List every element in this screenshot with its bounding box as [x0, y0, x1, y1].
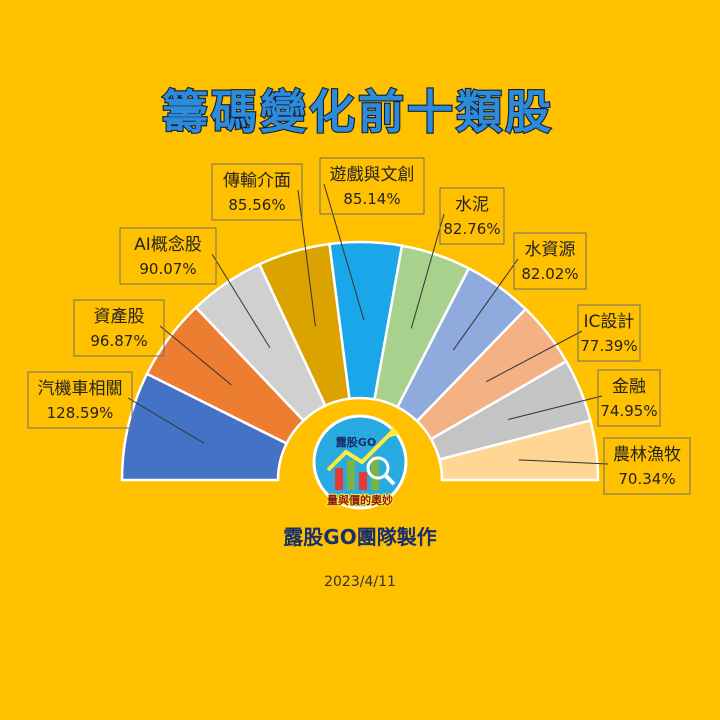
category-label-7: 水資源 — [525, 240, 576, 260]
data-label-box-2 — [73, 299, 165, 357]
value-label-3: 90.07% — [139, 260, 196, 278]
category-label-10: 農林漁牧 — [613, 445, 681, 465]
data-label-box-9 — [597, 369, 661, 427]
data-label-box-10 — [603, 437, 691, 495]
data-labels: 汽機車相關 128.59% 資產股 96.87% AI概念股 90.07% 傳輸介面 85.5… — [27, 157, 691, 495]
value-label-10: 70.34% — [618, 470, 675, 488]
value-label-1: 128.59% — [47, 404, 114, 422]
category-label-1: 汽機車相關 — [38, 379, 123, 399]
logo: 露股GO 量與價的奧妙 — [312, 414, 408, 510]
value-label-5: 85.14% — [343, 190, 400, 208]
data-label-box-1 — [27, 371, 133, 429]
value-label-2: 96.87% — [90, 332, 147, 350]
category-label-9: 金融 — [612, 377, 646, 397]
leader-line-1 — [127, 397, 205, 444]
team-credit: 露股GO團隊製作 — [283, 525, 436, 549]
chart-title: 籌碼變化前十類股 — [162, 85, 554, 139]
leader-line-3 — [211, 253, 271, 349]
logo-top-text: 露股GO — [336, 436, 376, 449]
leader-line-5 — [323, 183, 365, 321]
leader-line-4 — [297, 189, 316, 327]
data-label-box-8 — [577, 304, 641, 362]
data-label-box-3 — [119, 227, 217, 285]
leader-line-9 — [508, 395, 603, 420]
leader-line-6 — [410, 213, 445, 329]
value-label-4: 85.56% — [228, 196, 285, 214]
category-label-4: 傳輸介面 — [223, 171, 291, 191]
data-label-box-6 — [439, 187, 505, 245]
data-label-box-4 — [211, 163, 303, 221]
value-label-6: 82.76% — [443, 220, 500, 238]
logo-bottom-text: 量與價的奧妙 — [327, 493, 393, 507]
leader-line-8 — [486, 330, 583, 383]
value-label-8: 77.39% — [580, 337, 637, 355]
chart-date: 2023/4/11 — [324, 574, 396, 590]
value-label-9: 74.95% — [600, 402, 657, 420]
category-label-8: IC設計 — [584, 312, 635, 332]
leader-line-10 — [518, 459, 609, 465]
value-label-7: 82.02% — [521, 265, 578, 283]
category-label-6: 水泥 — [455, 195, 489, 215]
leader-line-7 — [452, 258, 519, 351]
pie-slice-10 — [437, 418, 600, 482]
category-label-5: 遊戲與文創 — [330, 165, 415, 185]
category-label-2: 資產股 — [94, 307, 145, 327]
data-label-box-7 — [513, 232, 587, 290]
leader-line-2 — [159, 325, 232, 386]
data-label-box-5 — [319, 157, 425, 215]
category-label-3: AI概念股 — [134, 234, 202, 255]
leader-lines — [127, 183, 609, 465]
